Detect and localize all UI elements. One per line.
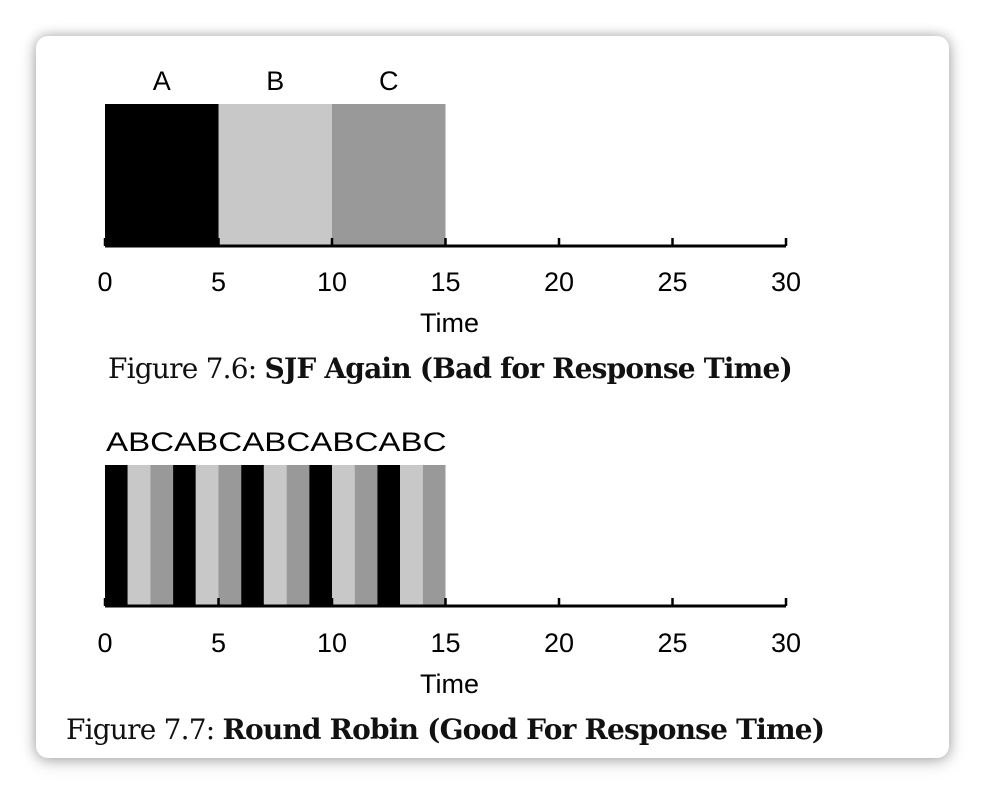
x-tick-label-30: 30 [771,628,801,658]
x-tick-label-5: 5 [211,628,226,658]
caption-prefix: Figure 7.6: [108,352,257,385]
x-tick-label-20: 20 [544,628,574,658]
x-tick-label-0: 0 [97,267,112,297]
x-axis-label: Time [420,308,479,338]
x-tick-label-10: 10 [317,267,347,297]
figure-7-6-caption: Figure 7.6: SJF Again (Bad for Response … [108,352,793,385]
segment-a-6 [241,465,264,606]
x-tick-label-30: 30 [771,267,801,297]
segment-a-9 [309,465,332,606]
segment-b-1 [218,104,332,246]
caption-title: Round Robin (Good For Response Time) [222,713,825,746]
job-label-c: C [379,66,399,96]
x-tick-label-10: 10 [317,628,347,658]
segment-c-5 [218,465,242,606]
segment-c-14 [422,465,446,606]
segment-b-13 [400,465,423,606]
segment-b-10 [332,465,355,606]
x-tick-label-15: 15 [430,628,460,658]
segment-a-12 [377,465,401,606]
x-tick-label-0: 0 [97,628,112,658]
segment-a-0 [105,465,128,606]
figure-7-7-caption: Figure 7.7: Round Robin (Good For Respon… [66,713,825,746]
segment-c-11 [354,465,378,606]
segment-a-0 [105,104,219,246]
job-label-a: A [153,66,171,96]
x-tick-label-5: 5 [211,267,226,297]
job-label-b: B [266,66,284,96]
x-tick-label-25: 25 [657,267,687,297]
segment-b-1 [127,465,151,606]
x-axis-label: Time [420,669,479,699]
segment-a-3 [173,465,196,606]
segment-b-4 [195,465,219,606]
caption-prefix: Figure 7.7: [66,713,215,746]
x-tick-label-20: 20 [544,267,574,297]
x-tick-label-25: 25 [657,628,687,658]
segment-b-7 [263,465,287,606]
segment-c-8 [286,465,310,606]
x-tick-label-15: 15 [430,267,460,297]
caption-title: SJF Again (Bad for Response Time) [264,352,792,385]
job-sequence-label: ABCABCABCABCABC [106,427,447,457]
segment-c-2 [150,465,174,606]
segment-c-2 [332,104,446,246]
